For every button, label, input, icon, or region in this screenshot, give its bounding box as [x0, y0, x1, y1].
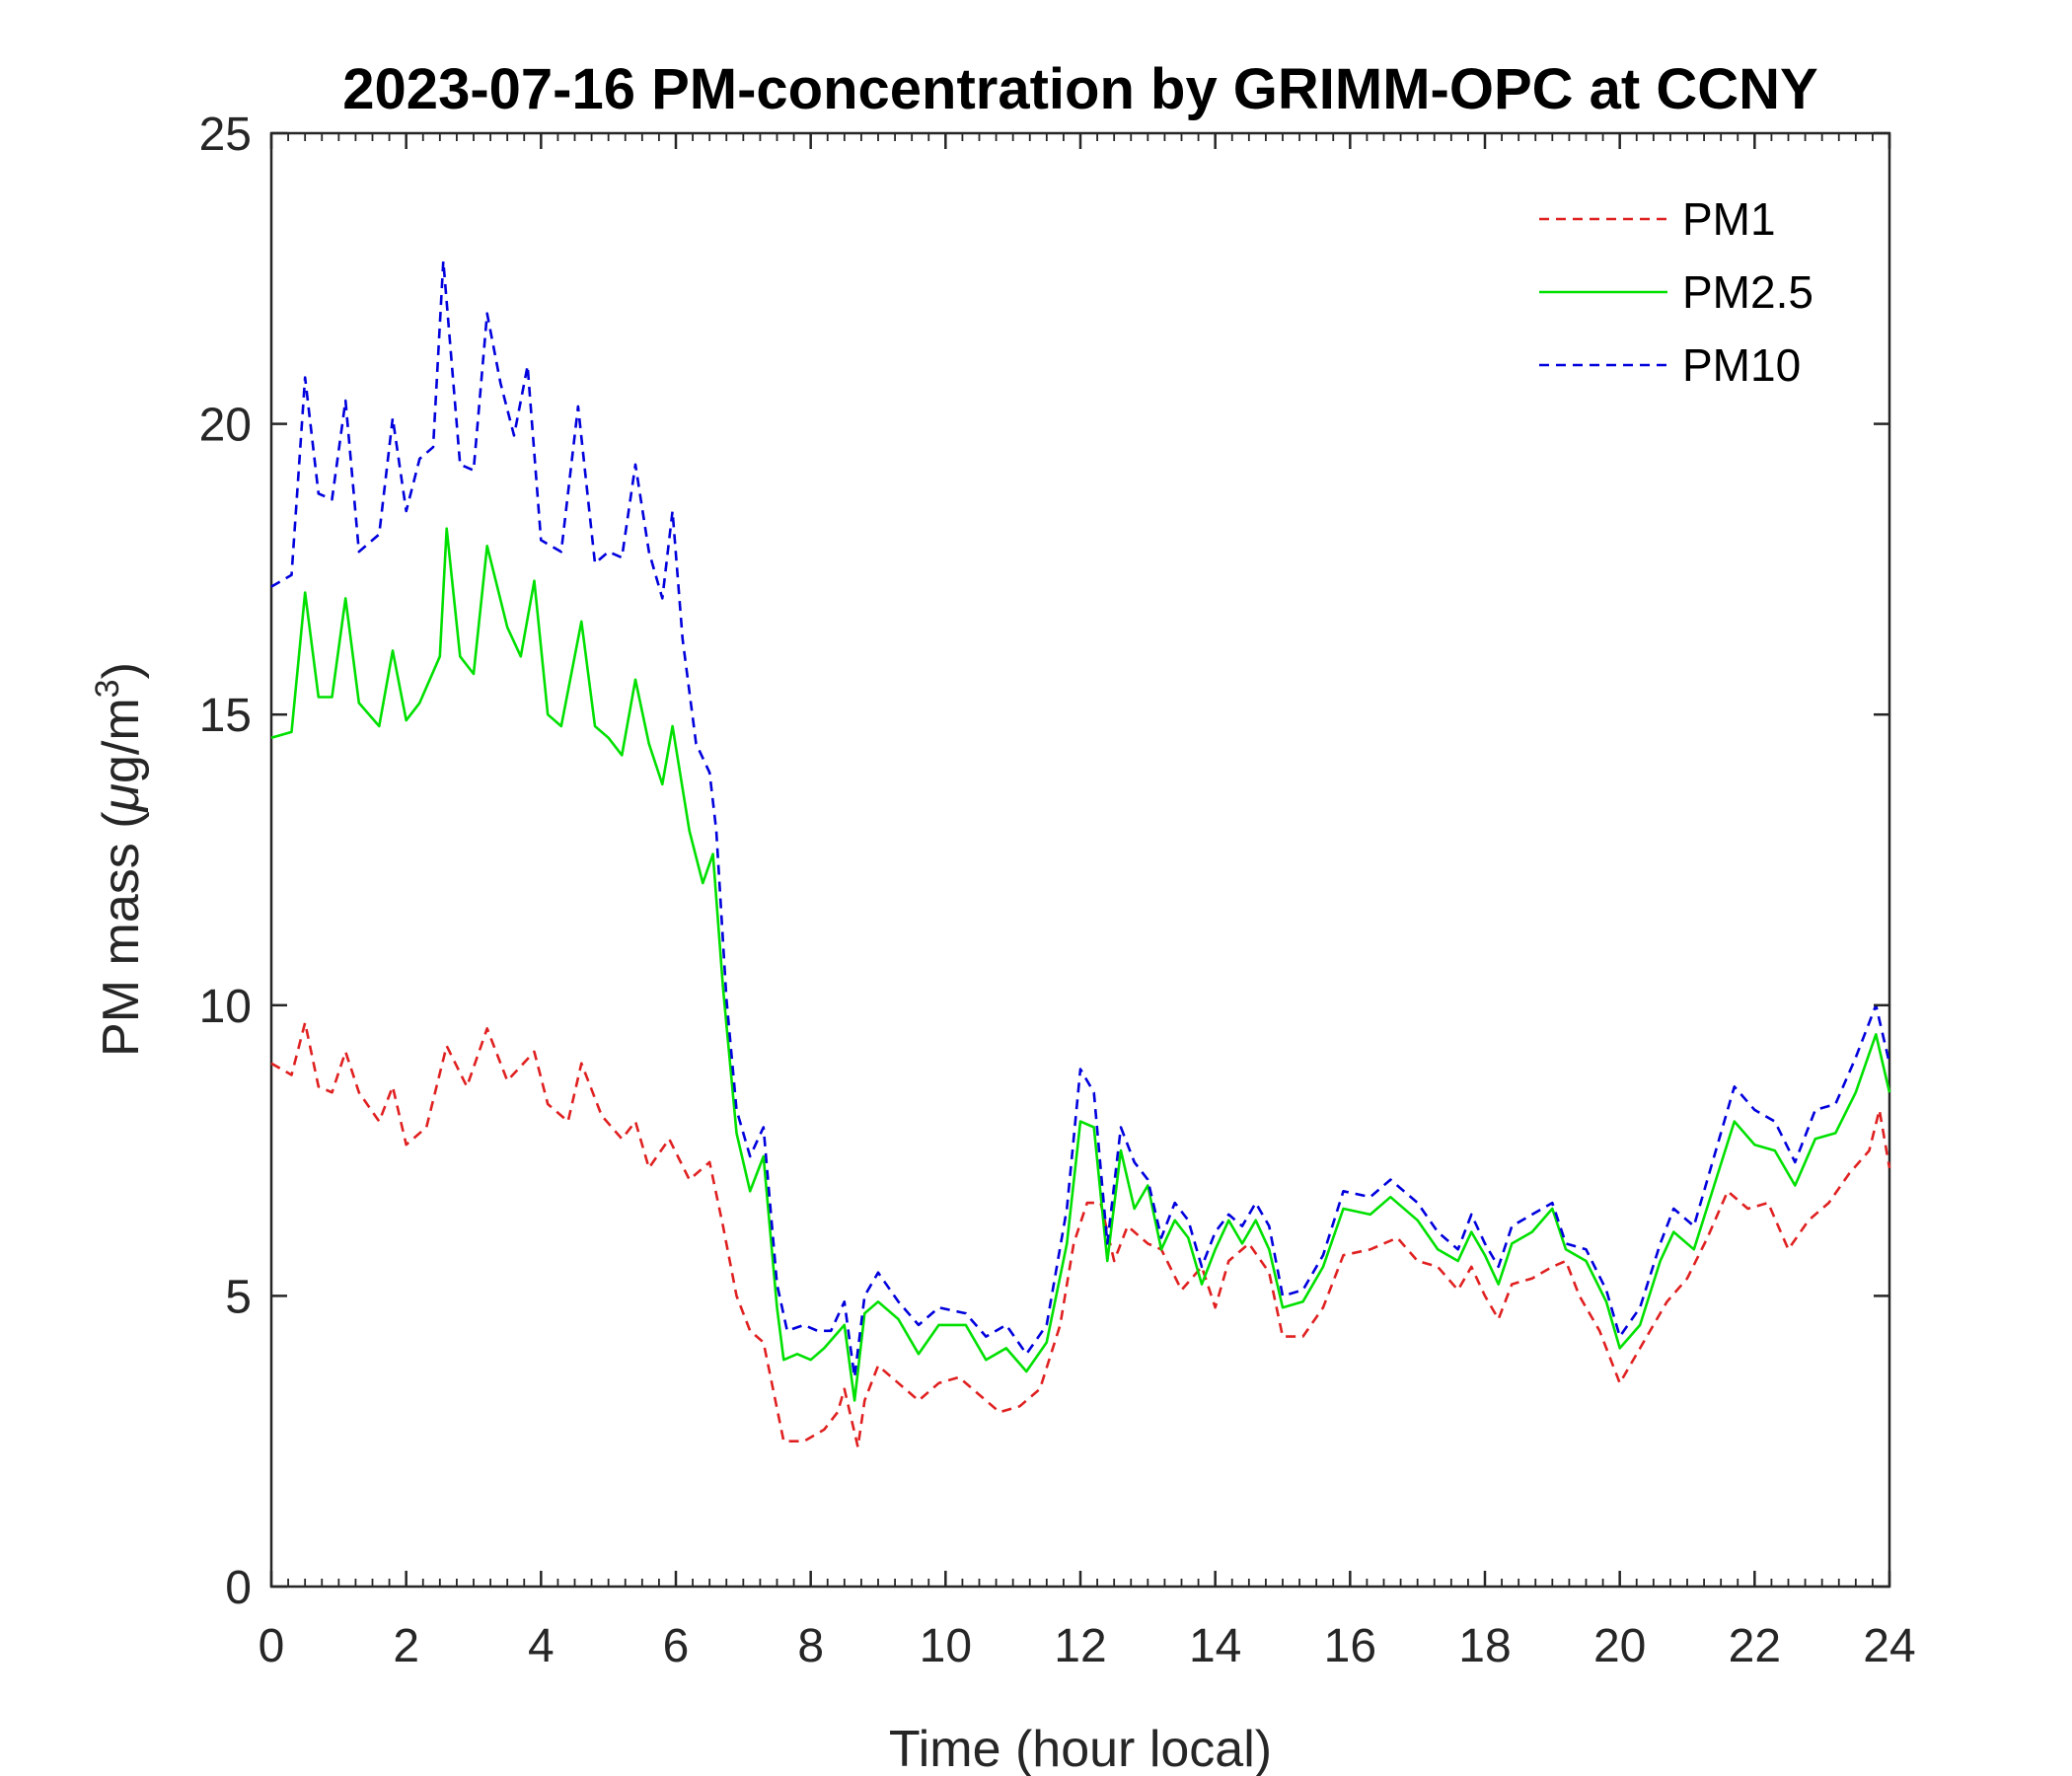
legend-label-pm1: PM1	[1682, 193, 1776, 245]
x-tick-label: 20	[1593, 1620, 1646, 1672]
y-axis-label-unit: g/m	[93, 698, 150, 783]
chart-title: 2023-07-16 PM-concentration by GRIMM-OPC…	[342, 57, 1817, 121]
x-tick-label: 24	[1863, 1620, 1915, 1672]
legend-label-pm10: PM10	[1682, 339, 1801, 391]
plot-area	[269, 131, 1891, 1589]
x-tick-label: 12	[1054, 1620, 1106, 1672]
x-tick-label: 2	[393, 1620, 419, 1672]
y-tick-label: 25	[199, 109, 252, 161]
y-axis-label-close: )	[93, 662, 150, 679]
y-axis-label-main: PM mass (	[93, 811, 150, 1057]
y-axis-label-mu: μ	[93, 783, 150, 814]
legend-label-pm25: PM2.5	[1682, 266, 1813, 318]
x-tick-label: 4	[528, 1620, 555, 1672]
x-tick-label: 16	[1324, 1620, 1376, 1672]
series-layer	[270, 259, 1891, 1448]
y-tick-label: 20	[199, 400, 252, 452]
series-line-pm10	[270, 259, 1891, 1379]
x-tick-label: 10	[920, 1620, 972, 1672]
y-tick-label: 10	[199, 981, 252, 1033]
x-tick-label: 18	[1458, 1620, 1511, 1672]
x-tick-label: 14	[1189, 1620, 1241, 1672]
series-line-pm1	[270, 1021, 1891, 1448]
x-tick-label: 8	[797, 1620, 824, 1672]
x-tick-label: 0	[259, 1620, 285, 1672]
x-tick-label: 6	[663, 1620, 690, 1672]
x-tick-label: 22	[1729, 1620, 1781, 1672]
y-tick-label: 15	[199, 690, 252, 742]
legend: PM1 PM2.5 PM10	[1539, 193, 1813, 391]
y-axis-label: PM mass (μg/m3)	[89, 662, 150, 1057]
y-axis-label-sup: 3	[89, 679, 126, 698]
y-tick-label: 0	[225, 1562, 252, 1614]
y-tick-label: 5	[225, 1271, 252, 1323]
series-line-pm25	[270, 527, 1891, 1402]
x-axis-label: Time (hour local)	[889, 1721, 1272, 1776]
